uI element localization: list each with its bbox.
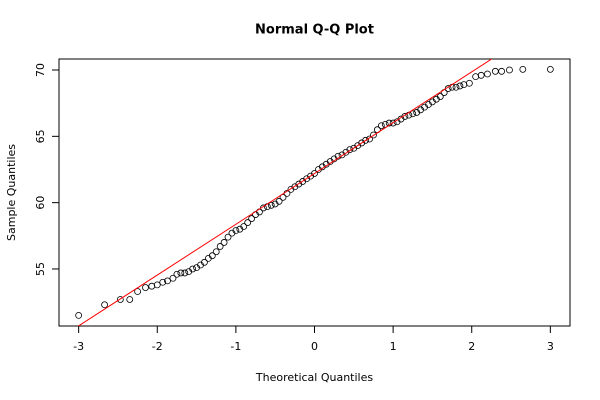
point (456, 82, 464, 90)
point (370, 131, 377, 139)
point (452, 83, 460, 91)
reference-line (77, 59, 493, 326)
point (506, 66, 513, 74)
point (491, 67, 499, 75)
point (216, 243, 224, 250)
point (220, 239, 228, 246)
point (164, 277, 171, 285)
point (519, 65, 527, 73)
point (101, 301, 108, 309)
point (366, 135, 373, 143)
point (212, 248, 220, 256)
x-tick-label: 2 (468, 340, 475, 353)
point (153, 281, 161, 289)
point (465, 79, 473, 87)
y-tick-label: 55 (34, 262, 47, 276)
point (267, 201, 275, 209)
point (346, 146, 354, 153)
y-tick-label: 60 (34, 196, 47, 210)
x-tick-label: -1 (230, 340, 241, 353)
point (232, 227, 240, 234)
x-tick-label: -3 (73, 340, 84, 353)
point (362, 136, 370, 144)
point (244, 219, 252, 226)
point (436, 93, 444, 100)
point (173, 270, 181, 278)
plot-box (58, 58, 571, 327)
point (148, 282, 156, 290)
chart-title: Normal Q-Q Plot (255, 23, 374, 38)
point (75, 311, 83, 319)
point (159, 278, 167, 286)
x-tick-label: 3 (547, 340, 554, 353)
x-axis-label: Theoretical Quantiles (255, 371, 373, 384)
point (546, 65, 554, 73)
point (134, 288, 142, 295)
point (484, 70, 491, 78)
point (116, 296, 124, 303)
point (224, 233, 232, 241)
point (126, 296, 134, 303)
point (169, 274, 177, 282)
point (409, 110, 417, 118)
point (201, 258, 208, 266)
point (275, 197, 283, 205)
point (460, 81, 468, 88)
point (248, 215, 256, 222)
point (477, 71, 485, 79)
point (142, 284, 149, 291)
point (177, 269, 185, 277)
point (389, 119, 397, 127)
point (472, 73, 480, 81)
point (208, 252, 216, 260)
point (377, 122, 385, 130)
point (240, 223, 248, 230)
y-tick-label: 70 (34, 63, 47, 77)
point (498, 67, 506, 75)
point (189, 265, 197, 273)
y-tick-label: 65 (34, 129, 47, 143)
x-tick-label: -2 (152, 340, 163, 353)
point (181, 269, 189, 277)
x-tick-label: 0 (311, 340, 318, 353)
x-tick-label: 1 (390, 340, 397, 353)
point (311, 170, 318, 177)
y-axis-label: Sample Quantiles (5, 144, 18, 241)
